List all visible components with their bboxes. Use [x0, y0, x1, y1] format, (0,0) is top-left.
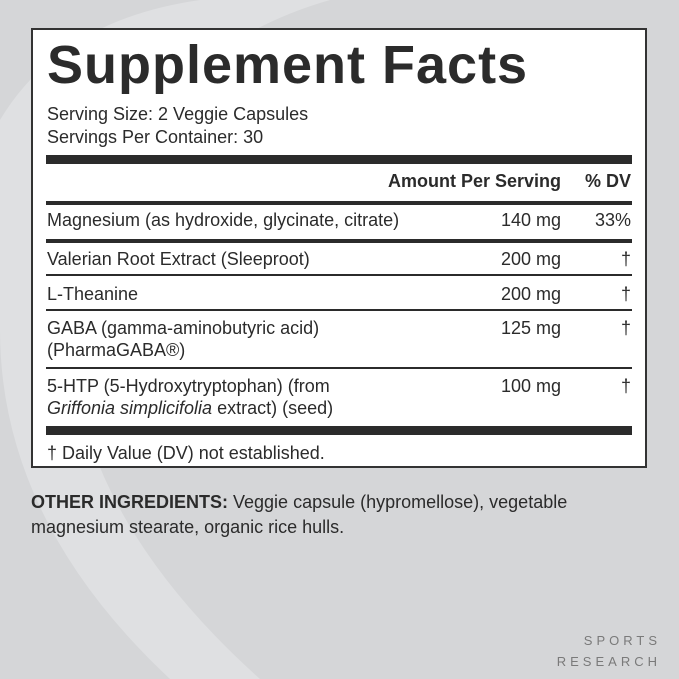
- table-row: 5-HTP (5-Hydroxytryptophan) (from Griffo…: [47, 375, 631, 419]
- divider: [46, 155, 632, 164]
- brand-logo: SPORTS RESEARCH: [557, 630, 661, 672]
- dv-header: % DV: [584, 171, 631, 191]
- dv: †: [620, 249, 631, 269]
- other-ingredients-text: Veggie capsule (hypromellose), vegetable…: [31, 492, 568, 537]
- divider: [46, 309, 632, 311]
- divider: [46, 426, 632, 435]
- brand-line1: SPORTS: [583, 633, 661, 648]
- divider: [46, 274, 632, 276]
- footnote: † Daily Value (DV) not established.: [47, 443, 325, 463]
- ingredient-name-line2: extract) (seed): [212, 398, 334, 418]
- ingredient-name: 5-HTP (5-Hydroxytryptophan) (from: [47, 376, 330, 396]
- amount: 200 mg: [500, 284, 561, 304]
- amount-header: Amount Per Serving: [387, 171, 561, 191]
- ingredient-name: Valerian Root Extract (Sleeproot): [47, 249, 310, 269]
- amount: 125 mg: [500, 318, 561, 338]
- dv: 33%: [594, 210, 631, 230]
- amount: 100 mg: [500, 376, 561, 396]
- amount: 140 mg: [500, 210, 561, 230]
- ingredient-name: L-Theanine: [47, 284, 139, 304]
- ingredient-name: GABA (gamma-aminobutyric acid): [47, 318, 320, 338]
- divider: [46, 201, 632, 205]
- brand-line2: RESEARCH: [556, 654, 661, 669]
- other-ingredients: OTHER INGREDIENTS: Veggie capsule (hypro…: [31, 490, 631, 540]
- table-row: L-Theanine 200 mg †: [47, 284, 631, 305]
- supplement-facts-panel: Supplement Facts Serving Size: 2 Veggie …: [31, 28, 647, 468]
- dv: †: [620, 284, 631, 304]
- table-row: Valerian Root Extract (Sleeproot) 200 mg…: [47, 249, 631, 270]
- serving-size: Serving Size: 2 Veggie Capsules: [47, 104, 309, 124]
- other-ingredients-label: OTHER INGREDIENTS:: [31, 492, 229, 512]
- dv: †: [620, 318, 631, 338]
- table-row: Magnesium (as hydroxide, glycinate, citr…: [47, 210, 631, 231]
- amount: 200 mg: [500, 249, 561, 269]
- divider: [46, 239, 632, 243]
- divider: [46, 367, 632, 369]
- dv: †: [620, 376, 631, 396]
- servings-per-container: Servings Per Container: 30: [47, 127, 264, 147]
- panel-title: Supplement Facts: [47, 35, 529, 95]
- ingredient-name: Magnesium (as hydroxide, glycinate, citr…: [47, 210, 400, 230]
- ingredient-name-italic: Griffonia simplicifolia: [47, 398, 213, 418]
- table-row: GABA (gamma-aminobutyric acid) (PharmaGA…: [47, 317, 631, 361]
- ingredient-name-line2: (PharmaGABA®): [47, 340, 186, 360]
